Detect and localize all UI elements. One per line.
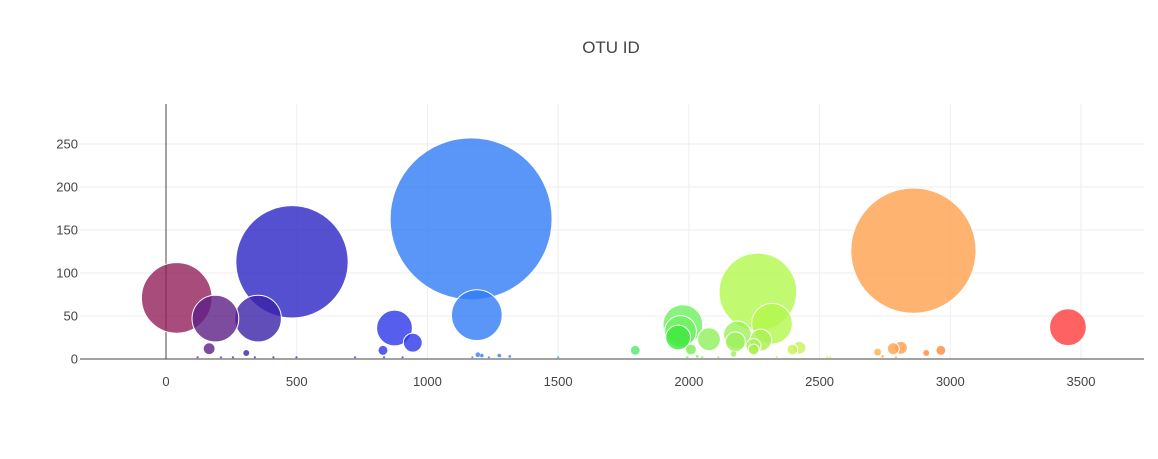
x-tick-label: 2000 [674,374,703,389]
y-tick-label: 200 [56,180,78,195]
x-tick-label: 2500 [805,374,834,389]
x-tick-label: 500 [286,374,308,389]
bubble-point[interactable] [665,324,692,351]
bubble-point[interactable] [894,355,898,359]
bubble-point[interactable] [922,349,931,357]
bubble-point[interactable] [231,355,235,359]
x-tick-label: 1000 [413,374,442,389]
x-tick-label: 3000 [936,374,965,389]
bubble-point[interactable] [376,309,413,347]
y-tick-label: 50 [64,309,78,324]
bubble-point[interactable] [850,187,977,314]
bubble-point[interactable] [295,355,298,359]
bubble-point[interactable] [685,355,689,359]
bubble-point[interactable] [235,205,349,319]
bubble-point[interactable] [253,355,257,359]
bubble-point[interactable] [700,355,704,359]
bubble-point[interactable] [242,349,251,357]
bubble-point[interactable] [234,294,282,343]
bubble-point[interactable] [724,331,746,353]
bubble-point[interactable] [497,353,502,358]
bubble-point[interactable] [377,344,389,356]
bubble-point[interactable] [487,355,491,359]
bubble-point[interactable] [402,332,423,353]
bubble-series [140,137,1087,359]
bubble-point[interactable] [717,355,720,359]
bubble-point[interactable] [353,355,357,359]
bubble-point[interactable] [556,355,560,359]
x-tick-label: 1500 [544,374,573,389]
bubble-point[interactable] [786,343,799,356]
chart-title: OTU ID [582,38,640,57]
bubble-point[interactable] [202,342,216,356]
y-tick-label: 150 [56,223,78,238]
bubble-point[interactable] [880,354,885,359]
bubble-point[interactable] [508,354,512,359]
bubble-point[interactable] [935,344,947,356]
bubble-point[interactable] [697,327,721,352]
bubble-point[interactable] [389,137,553,301]
bubble-point[interactable] [873,347,883,357]
tick-labels: 0 500 1000 1500 2000 2500 3000 3500 0 50 100 150 200… [56,137,1095,390]
bubble-point[interactable] [471,355,474,359]
y-tick-label: 100 [56,266,78,281]
bubble-point[interactable] [401,355,404,359]
x-tick-label: 3500 [1067,374,1096,389]
y-tick-label: 250 [56,137,78,152]
bubble-point[interactable] [775,355,779,359]
y-tick-label: 0 [71,352,78,367]
bubble-point[interactable] [191,294,240,343]
bubble-point[interactable] [886,342,900,356]
bubble-point[interactable] [684,343,697,356]
bubble-point[interactable] [1049,308,1087,347]
bubble-point[interactable] [272,355,275,359]
bubble-point[interactable] [695,354,699,359]
bubble-point[interactable] [629,344,641,356]
bubble-point[interactable] [479,353,484,358]
bubble-point[interactable] [828,355,832,359]
bubble-point[interactable] [730,350,737,357]
bubble-point[interactable] [450,289,503,341]
x-tick-label: 0 [162,374,169,389]
bubble-point[interactable] [196,355,199,359]
bubble-point[interactable] [219,355,223,359]
bubble-point[interactable] [825,355,829,359]
bubble-point[interactable] [747,343,760,356]
bubble-point[interactable] [382,355,386,359]
bubble-point[interactable] [475,352,481,358]
